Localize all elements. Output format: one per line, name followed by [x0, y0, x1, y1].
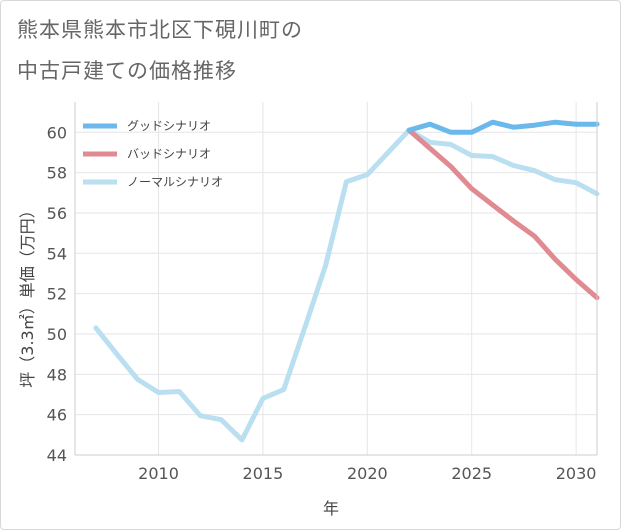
axes	[74, 102, 598, 456]
x-tick-label: 2025	[451, 464, 492, 483]
series-line-3	[93, 127, 600, 443]
series-line-1	[406, 119, 600, 135]
chart-title-line-2: 中古戸建ての価格推移	[17, 59, 237, 83]
y-axis-label: 坪（3.3㎡）単価（万円）	[18, 202, 37, 387]
y-tick-label: 52	[47, 285, 67, 304]
x-axis-label: 年	[323, 499, 339, 518]
legend-label-1: グッドシナリオ	[127, 119, 211, 133]
x-tick-label: 2015	[243, 464, 284, 483]
y-tick-labels: 44 46 48 50 52 54 56 58 60	[47, 123, 67, 465]
series-line-2	[406, 127, 600, 301]
y-tick-label: 58	[47, 164, 67, 183]
chart-title-line-1: 熊本県熊本市北区下硯川町の	[17, 18, 303, 42]
y-tick-label: 48	[47, 365, 67, 384]
y-tick-label: 44	[47, 446, 67, 465]
x-tick-label: 2030	[556, 464, 597, 483]
series-lines	[93, 119, 600, 443]
grid-lines	[75, 102, 597, 456]
x-tick-label: 2020	[347, 464, 388, 483]
x-tick-label: 2010	[138, 464, 179, 483]
y-tick-label: 46	[47, 406, 67, 425]
y-tick-label: 60	[47, 123, 67, 142]
y-tick-label: 50	[47, 325, 67, 344]
x-tick-labels: 2010 2015 2020 2025 2030	[138, 464, 596, 483]
y-tick-label: 54	[47, 244, 67, 263]
y-tick-label: 56	[47, 204, 67, 223]
legend-label-2: バッドシナリオ	[127, 147, 211, 161]
legend-label-3: ノーマルシナリオ	[127, 175, 223, 189]
